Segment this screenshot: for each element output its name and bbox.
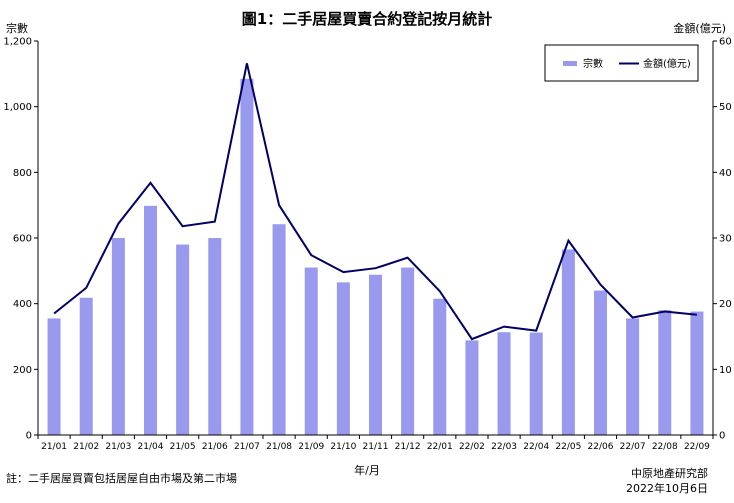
legend: 宗數 金額(億元) [544, 44, 699, 82]
x-tick-label: 22/02 [459, 442, 485, 452]
legend-swatch-bar [563, 61, 577, 66]
left-tick-label: 400 [13, 299, 32, 310]
x-tick-label: 21/04 [138, 442, 164, 452]
x-tick-label: 21/06 [202, 442, 228, 452]
source-block: 中原地產研究部 2022年10月6日 [626, 466, 708, 496]
left-axis-label: 宗數 [6, 22, 28, 35]
right-axis-label: 金額(億元) [673, 22, 726, 35]
footnote: 註：二手居屋買賣包括居屋自由市場及第二市場 [6, 472, 237, 485]
right-tick-label: 40 [719, 168, 732, 179]
left-tick-label: 800 [13, 168, 32, 179]
bar-21/07 [240, 78, 254, 435]
right-tick-label: 10 [719, 365, 732, 376]
right-tick-label: 60 [719, 37, 732, 48]
legend-label-bar: 宗數 [583, 57, 603, 70]
bar-21/10 [336, 282, 350, 435]
x-tick-label: 21/07 [234, 442, 260, 452]
bar-22/05 [561, 249, 575, 435]
x-tick-label: 22/09 [684, 442, 710, 452]
left-tick-label: 1,000 [3, 102, 32, 113]
right-tick-label: 0 [719, 431, 725, 442]
bar-21/02 [79, 297, 93, 435]
x-tick-label: 22/08 [652, 442, 678, 452]
legend-label-line: 金額(億元) [643, 57, 691, 70]
left-tick-label: 200 [13, 365, 32, 376]
bar-21/06 [208, 238, 222, 435]
bar-21/05 [176, 244, 190, 435]
bar-22/09 [690, 311, 704, 435]
x-tick-label: 22/07 [620, 442, 646, 452]
bar-22/08 [658, 310, 672, 435]
bar-21/12 [401, 267, 415, 435]
x-tick-label: 21/10 [330, 442, 356, 452]
bar-21/04 [144, 205, 157, 435]
bar-21/11 [369, 274, 382, 435]
source-date: 2022年10月6日 [626, 482, 708, 495]
bar-22/02 [465, 340, 479, 435]
bar-22/06 [594, 290, 607, 435]
x-tick-label: 22/01 [427, 442, 453, 452]
x-tick-label: 21/05 [170, 442, 196, 452]
left-tick-label: 600 [13, 234, 32, 245]
amount-line [53, 63, 698, 341]
x-axis-label: 年/月 [354, 464, 380, 477]
bar-22/01 [433, 298, 447, 435]
bar-21/09 [304, 267, 318, 435]
chart-title: 圖1：二手居屋買賣合約登記按月統計 [241, 10, 493, 28]
x-tick-label: 21/12 [395, 442, 421, 452]
source-name: 中原地產研究部 [631, 467, 708, 480]
bar-22/03 [497, 332, 511, 435]
x-tick-label: 21/03 [105, 442, 131, 452]
right-tick-label: 30 [719, 234, 732, 245]
line-series [53, 63, 698, 341]
x-tick-label: 21/09 [298, 442, 324, 452]
x-tick-label: 22/04 [523, 442, 549, 452]
bar-21/08 [272, 224, 286, 435]
bar-22/07 [626, 318, 640, 435]
left-tick-label: 1,200 [3, 37, 32, 48]
x-tick-label: 22/05 [555, 442, 581, 452]
x-tick-label: 21/11 [363, 442, 389, 452]
right-tick-label: 50 [719, 102, 732, 113]
x-tick-label: 22/06 [588, 442, 614, 452]
left-tick-label: 0 [26, 431, 32, 442]
x-tick-label: 21/02 [73, 442, 99, 452]
x-tick-label: 21/01 [41, 442, 67, 452]
axes: 0 200 400 600 800 1,000 1,200 0 10 20 30 40 50 60 21/0… [3, 37, 731, 453]
bar-21/03 [111, 238, 125, 435]
x-tick-label: 21/08 [266, 442, 292, 452]
bar-21/01 [47, 318, 61, 435]
right-tick-label: 20 [719, 299, 732, 310]
bar-series [47, 78, 704, 435]
bar-22/04 [529, 332, 543, 435]
x-tick-label: 22/03 [491, 442, 517, 452]
